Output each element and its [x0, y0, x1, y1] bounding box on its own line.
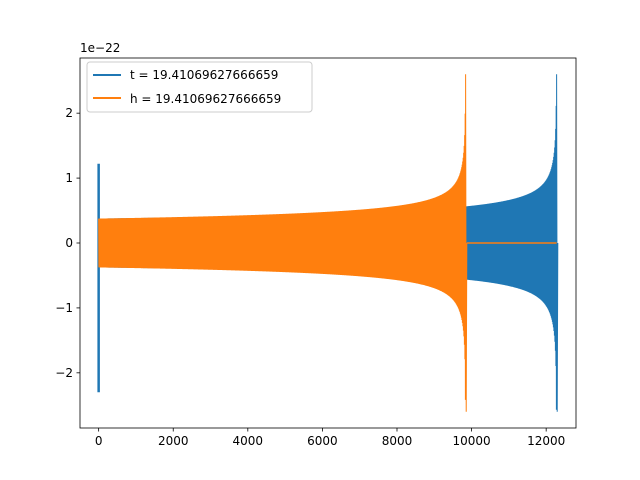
y-tick-label: 2 — [65, 106, 73, 120]
legend-label-t: t = 19.41069627666659 — [130, 68, 278, 82]
y-offset-label: 1e−22 — [80, 41, 120, 55]
y-tick-label: −2 — [55, 366, 73, 380]
legend-box — [86, 61, 313, 113]
x-tick-label: 12000 — [527, 434, 565, 448]
x-tick-label: 10000 — [452, 434, 490, 448]
y-tick-label: 1 — [65, 171, 73, 185]
x-axis-ticks: 0 2000 4000 6000 8000 10000 12000 — [95, 428, 565, 448]
x-tick-label: 0 — [95, 434, 103, 448]
series-layer — [97, 74, 559, 412]
series-h — [98, 74, 557, 412]
x-tick-label: 2000 — [158, 434, 189, 448]
x-tick-label: 8000 — [382, 434, 413, 448]
y-tick-label: −1 — [55, 301, 73, 315]
legend: t = 19.41069627666659 h = 19.41069627666… — [86, 61, 313, 113]
series-oscillation — [98, 74, 468, 412]
y-tick-label: 0 — [65, 236, 73, 250]
y-axis-ticks: −2 −1 0 1 2 — [55, 106, 80, 380]
x-tick-label: 4000 — [233, 434, 264, 448]
legend-label-h: h = 19.41069627666659 — [130, 92, 281, 106]
axes: 0 2000 4000 6000 8000 10000 12000 −2 −1 0 1 2 — [55, 57, 577, 448]
x-tick-label: 6000 — [307, 434, 338, 448]
